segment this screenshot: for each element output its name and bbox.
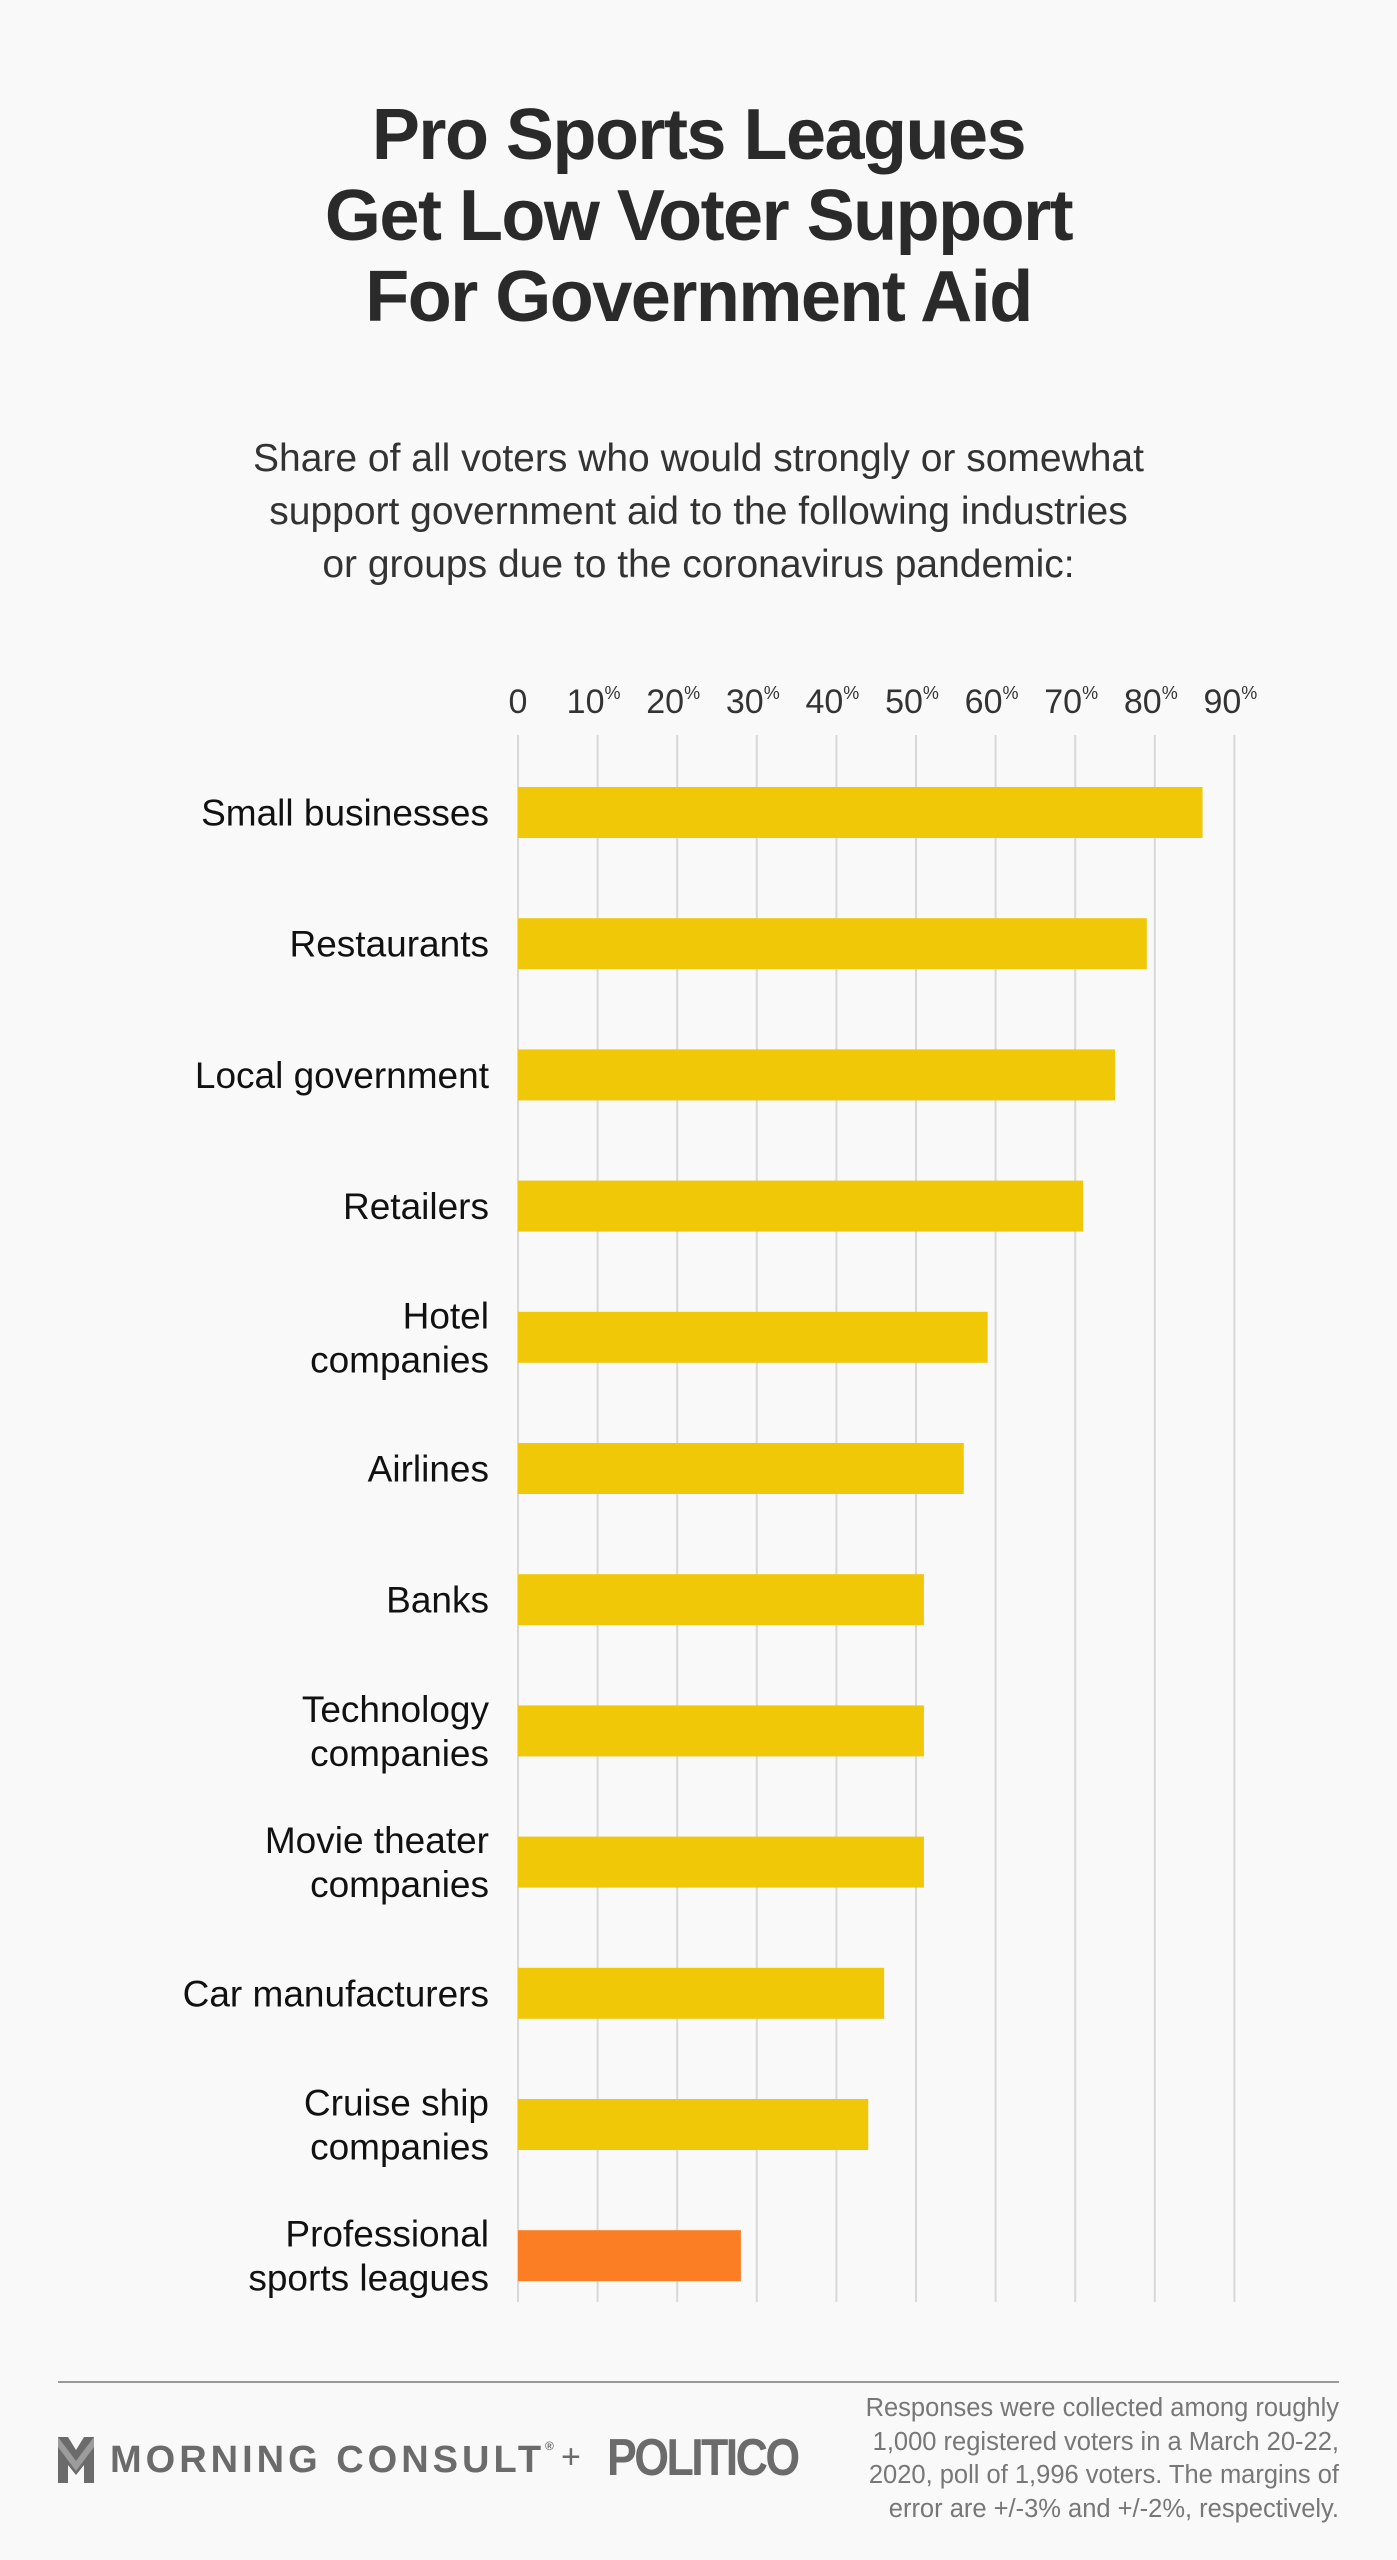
chart-subtitle: Share of all voters who would strongly o…	[0, 432, 1397, 591]
category-label: Car manufacturers	[183, 1973, 489, 2014]
footer-divider	[58, 2381, 1339, 2383]
category-label: companies	[310, 1339, 489, 1380]
category-label: Restaurants	[290, 924, 490, 965]
title-line: Get Low Voter Support	[324, 176, 1074, 256]
note-line: 2020, poll of 1,996 voters. The margins …	[868, 2461, 1339, 2489]
x-tick-label: 30%	[726, 683, 780, 721]
bar	[518, 1049, 1115, 1101]
plus-sign: +	[561, 2438, 581, 2476]
morning-consult-m-icon	[58, 2437, 94, 2483]
x-tick-label: 0	[509, 683, 528, 721]
subtitle-line: support government aid to the following …	[269, 490, 1128, 533]
category-label: Cruise ship	[304, 2083, 489, 2124]
bar	[518, 787, 1203, 838]
category-label: Banks	[386, 1580, 489, 1621]
title-line: Pro Sports Leagues	[371, 95, 1027, 175]
x-tick-label: 20%	[646, 683, 700, 721]
category-label: Hotel	[403, 1295, 489, 1336]
category-label: Retailers	[343, 1186, 489, 1227]
x-tick-label: 60%	[965, 683, 1019, 721]
politico-logo: POLITICO	[607, 2429, 800, 2487]
bar	[518, 1836, 924, 1888]
category-label: companies	[310, 2127, 489, 2168]
bar-chart: 0 10% 20% 30% 40% 50% 60% 70% 80% 90% Small busine…	[183, 683, 1257, 2302]
category-label: sports leagues	[248, 2258, 489, 2299]
category-label: companies	[310, 1864, 489, 1905]
x-tick-label: 70%	[1044, 683, 1098, 721]
subtitle-line: or groups due to the coronavirus pandemi…	[322, 543, 1075, 586]
note-line: error are +/-3% and +/-2%, respectively.	[888, 2494, 1339, 2523]
bar	[518, 918, 1147, 970]
subtitle-line: Share of all voters who would strongly o…	[253, 437, 1144, 480]
category-label: Airlines	[368, 1449, 489, 1490]
x-tick-label: 10%	[567, 683, 621, 721]
title-line: For Government Aid	[365, 257, 1033, 337]
bar	[518, 1705, 924, 1757]
methodology-note: Responses were collected among roughly 1…	[819, 2392, 1339, 2526]
x-tick-label: 50%	[885, 683, 939, 721]
morning-consult-logo: MORNING CONSULT®	[58, 2437, 554, 2483]
category-label: Technology	[302, 1689, 490, 1730]
x-tick-label: 90%	[1203, 683, 1257, 721]
category-label: companies	[310, 1733, 489, 1774]
bar	[518, 1967, 885, 2019]
note-line: 1,000 registered voters in a March 20-22…	[872, 2427, 1339, 2456]
chart-title: Pro Sports Leagues Get Low Voter Support…	[0, 95, 1397, 338]
x-tick-label: 80%	[1124, 683, 1178, 721]
bar	[518, 1443, 964, 1494]
category-label: Movie theater	[265, 1820, 489, 1861]
bar	[518, 1180, 1084, 1232]
bar	[518, 1574, 924, 1626]
category-label: Small businesses	[201, 793, 489, 834]
x-tick-label: 40%	[805, 683, 859, 721]
bar	[518, 2099, 869, 2150]
category-label: Local government	[195, 1055, 490, 1096]
note-line: Responses were collected among roughly	[865, 2394, 1339, 2422]
category-label: Professional	[285, 2214, 489, 2255]
bar	[518, 2230, 741, 2282]
morning-consult-wordmark: MORNING CONSULT®	[110, 2438, 554, 2481]
bar	[518, 1311, 988, 1363]
